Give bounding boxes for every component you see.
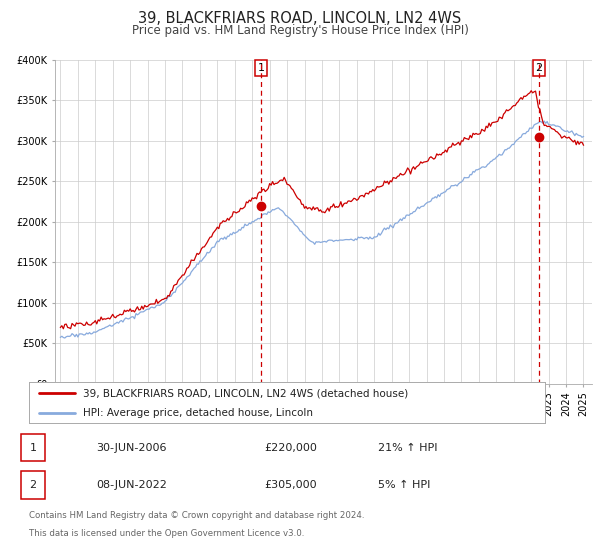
Text: 1: 1 <box>29 442 37 452</box>
Text: £220,000: £220,000 <box>264 442 317 452</box>
Text: 08-JUN-2022: 08-JUN-2022 <box>96 480 167 490</box>
Text: 2: 2 <box>535 63 542 73</box>
Text: 39, BLACKFRIARS ROAD, LINCOLN, LN2 4WS (detached house): 39, BLACKFRIARS ROAD, LINCOLN, LN2 4WS (… <box>83 389 408 398</box>
Text: 30-JUN-2006: 30-JUN-2006 <box>96 442 167 452</box>
Text: 5% ↑ HPI: 5% ↑ HPI <box>378 480 430 490</box>
Text: 39, BLACKFRIARS ROAD, LINCOLN, LN2 4WS: 39, BLACKFRIARS ROAD, LINCOLN, LN2 4WS <box>139 11 461 26</box>
Text: 2: 2 <box>29 480 37 490</box>
Text: Price paid vs. HM Land Registry's House Price Index (HPI): Price paid vs. HM Land Registry's House … <box>131 24 469 36</box>
Text: 1: 1 <box>257 63 265 73</box>
FancyBboxPatch shape <box>21 471 45 498</box>
Text: This data is licensed under the Open Government Licence v3.0.: This data is licensed under the Open Gov… <box>29 529 304 538</box>
Text: £305,000: £305,000 <box>264 480 317 490</box>
Text: 21% ↑ HPI: 21% ↑ HPI <box>378 442 437 452</box>
Text: Contains HM Land Registry data © Crown copyright and database right 2024.: Contains HM Land Registry data © Crown c… <box>29 511 364 520</box>
Text: HPI: Average price, detached house, Lincoln: HPI: Average price, detached house, Linc… <box>83 408 313 418</box>
FancyBboxPatch shape <box>21 433 45 461</box>
